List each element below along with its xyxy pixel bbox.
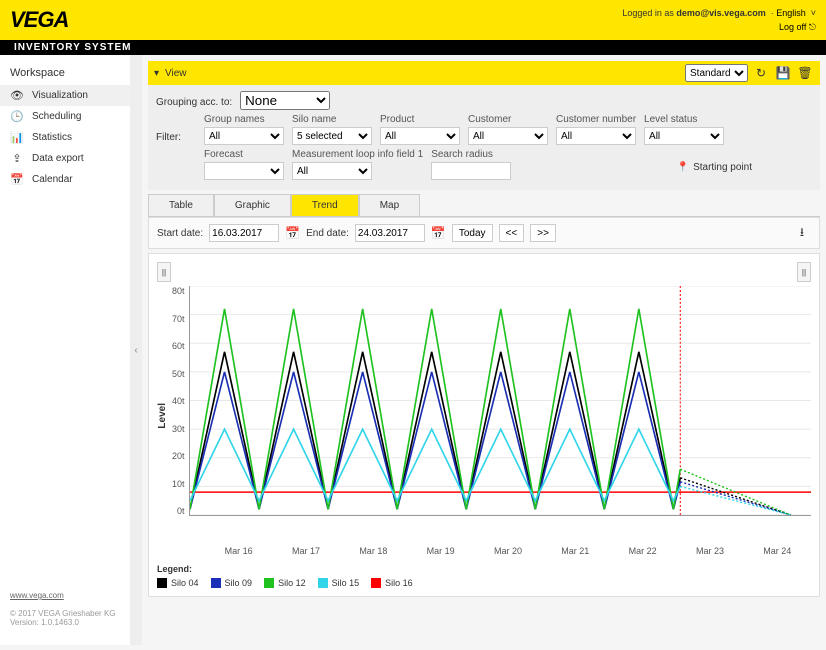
legend-item[interactable]: Silo 09 bbox=[211, 578, 253, 588]
sidebar-item-data-export[interactable]: ⇪Data export bbox=[0, 148, 130, 169]
sidebar-icon: 👁 bbox=[10, 89, 24, 102]
filter-search-radius[interactable] bbox=[431, 162, 511, 180]
tab-trend[interactable]: Trend bbox=[291, 194, 359, 216]
sidebar-item-statistics[interactable]: 📊Statistics bbox=[0, 127, 130, 148]
language-link[interactable]: English bbox=[776, 8, 806, 18]
sidebar-item-calendar[interactable]: 📅Calendar bbox=[0, 169, 130, 190]
date-controls: Start date: 📅 End date: 📅 Today << >> ⭳ bbox=[148, 217, 820, 249]
legend-swatch bbox=[264, 578, 274, 588]
legend-swatch bbox=[157, 578, 167, 588]
chart-container: || || Level 80t70t60t50t40t30t20t10t0t M… bbox=[148, 253, 820, 597]
filter-forecast[interactable] bbox=[204, 162, 284, 180]
brand-logo: VEGA bbox=[10, 7, 68, 33]
legend-swatch bbox=[318, 578, 328, 588]
map-pin-icon[interactable]: 📍 bbox=[677, 162, 689, 173]
sidebar-item-scheduling[interactable]: 🕒Scheduling bbox=[0, 106, 130, 127]
sidebar-icon: ⇪ bbox=[10, 152, 24, 165]
x-axis-ticks: Mar 16Mar 17Mar 18Mar 19Mar 20Mar 21Mar … bbox=[205, 546, 811, 556]
sidebar-icon: 📊 bbox=[10, 131, 24, 144]
view-title: View bbox=[165, 68, 187, 79]
grouping-select[interactable]: None bbox=[240, 91, 330, 110]
subtitle-bar: INVENTORY SYSTEM bbox=[0, 40, 826, 55]
filter-customer[interactable]: All bbox=[468, 127, 548, 145]
sidebar-icon: 🕒 bbox=[10, 110, 24, 123]
refresh-icon[interactable]: ↻ bbox=[752, 64, 770, 82]
filter-customer-number[interactable]: All bbox=[556, 127, 636, 145]
y-axis-ticks: 80t70t60t50t40t30t20t10t0t bbox=[172, 286, 189, 516]
chart-legend: Legend: Silo 04Silo 09Silo 12Silo 15Silo… bbox=[157, 564, 811, 588]
next-button[interactable]: >> bbox=[530, 224, 556, 242]
filter-silo-name[interactable]: 5 selected bbox=[292, 127, 372, 145]
calendar-icon[interactable]: 📅 bbox=[285, 226, 300, 240]
view-header: ▾ View Standard ↻ 💾 🗑 bbox=[148, 61, 820, 85]
prev-button[interactable]: << bbox=[499, 224, 525, 242]
main-content: ▾ View Standard ↻ 💾 🗑 Grouping acc. to: … bbox=[142, 55, 826, 645]
topbar: VEGA Logged in as demo@vis.vega.com · En… bbox=[0, 0, 826, 40]
footer-link[interactable]: www.vega.com bbox=[10, 591, 64, 600]
save-icon[interactable]: 💾 bbox=[774, 64, 792, 82]
sidebar-icon: 📅 bbox=[10, 173, 24, 186]
tab-graphic[interactable]: Graphic bbox=[214, 194, 291, 216]
chart-handle-right[interactable]: || bbox=[797, 262, 811, 282]
sidebar-item-visualization[interactable]: 👁Visualization bbox=[0, 85, 130, 106]
tabs: TableGraphicTrendMap bbox=[148, 194, 820, 217]
chart-handle-left[interactable]: || bbox=[157, 262, 171, 282]
legend-swatch bbox=[211, 578, 221, 588]
chart-plot[interactable] bbox=[189, 286, 811, 516]
download-icon[interactable]: ⭳ bbox=[793, 224, 811, 242]
sidebar-title: Workspace bbox=[0, 63, 130, 85]
filter-product[interactable]: All bbox=[380, 127, 460, 145]
sidebar-collapse-handle[interactable]: ‹ bbox=[130, 55, 142, 645]
layout-select[interactable]: Standard bbox=[685, 64, 748, 82]
filters-panel: Grouping acc. to: None Filter: Group nam… bbox=[148, 85, 820, 190]
end-date-input[interactable] bbox=[355, 224, 425, 242]
grouping-label: Grouping acc. to: bbox=[156, 97, 232, 110]
legend-item[interactable]: Silo 12 bbox=[264, 578, 306, 588]
tab-map[interactable]: Map bbox=[359, 194, 420, 216]
today-button[interactable]: Today bbox=[452, 224, 493, 242]
sidebar: Workspace 👁Visualization🕒Scheduling📊Stat… bbox=[0, 55, 130, 645]
logoff-link[interactable]: Log off ⎋ bbox=[779, 22, 816, 32]
legend-swatch bbox=[371, 578, 381, 588]
delete-icon[interactable]: 🗑 bbox=[796, 64, 814, 82]
login-info: Logged in as demo@vis.vega.com · English… bbox=[622, 6, 816, 35]
calendar-icon[interactable]: 📅 bbox=[431, 226, 446, 240]
y-axis-label: Level bbox=[157, 403, 168, 429]
filter-level-status[interactable]: All bbox=[644, 127, 724, 145]
tab-table[interactable]: Table bbox=[148, 194, 214, 216]
logged-in-user: demo@vis.vega.com bbox=[676, 8, 765, 18]
filter-group-names[interactable]: All bbox=[204, 127, 284, 145]
legend-item[interactable]: Silo 04 bbox=[157, 578, 199, 588]
filter-label: Filter: bbox=[156, 132, 196, 145]
legend-item[interactable]: Silo 15 bbox=[318, 578, 360, 588]
sidebar-footer: www.vega.com © 2017 VEGA Grieshaber KG V… bbox=[0, 581, 130, 637]
legend-item[interactable]: Silo 16 bbox=[371, 578, 413, 588]
start-date-input[interactable] bbox=[209, 224, 279, 242]
filter-meas-loop[interactable]: All bbox=[292, 162, 372, 180]
collapse-icon[interactable]: ▾ bbox=[154, 68, 159, 79]
